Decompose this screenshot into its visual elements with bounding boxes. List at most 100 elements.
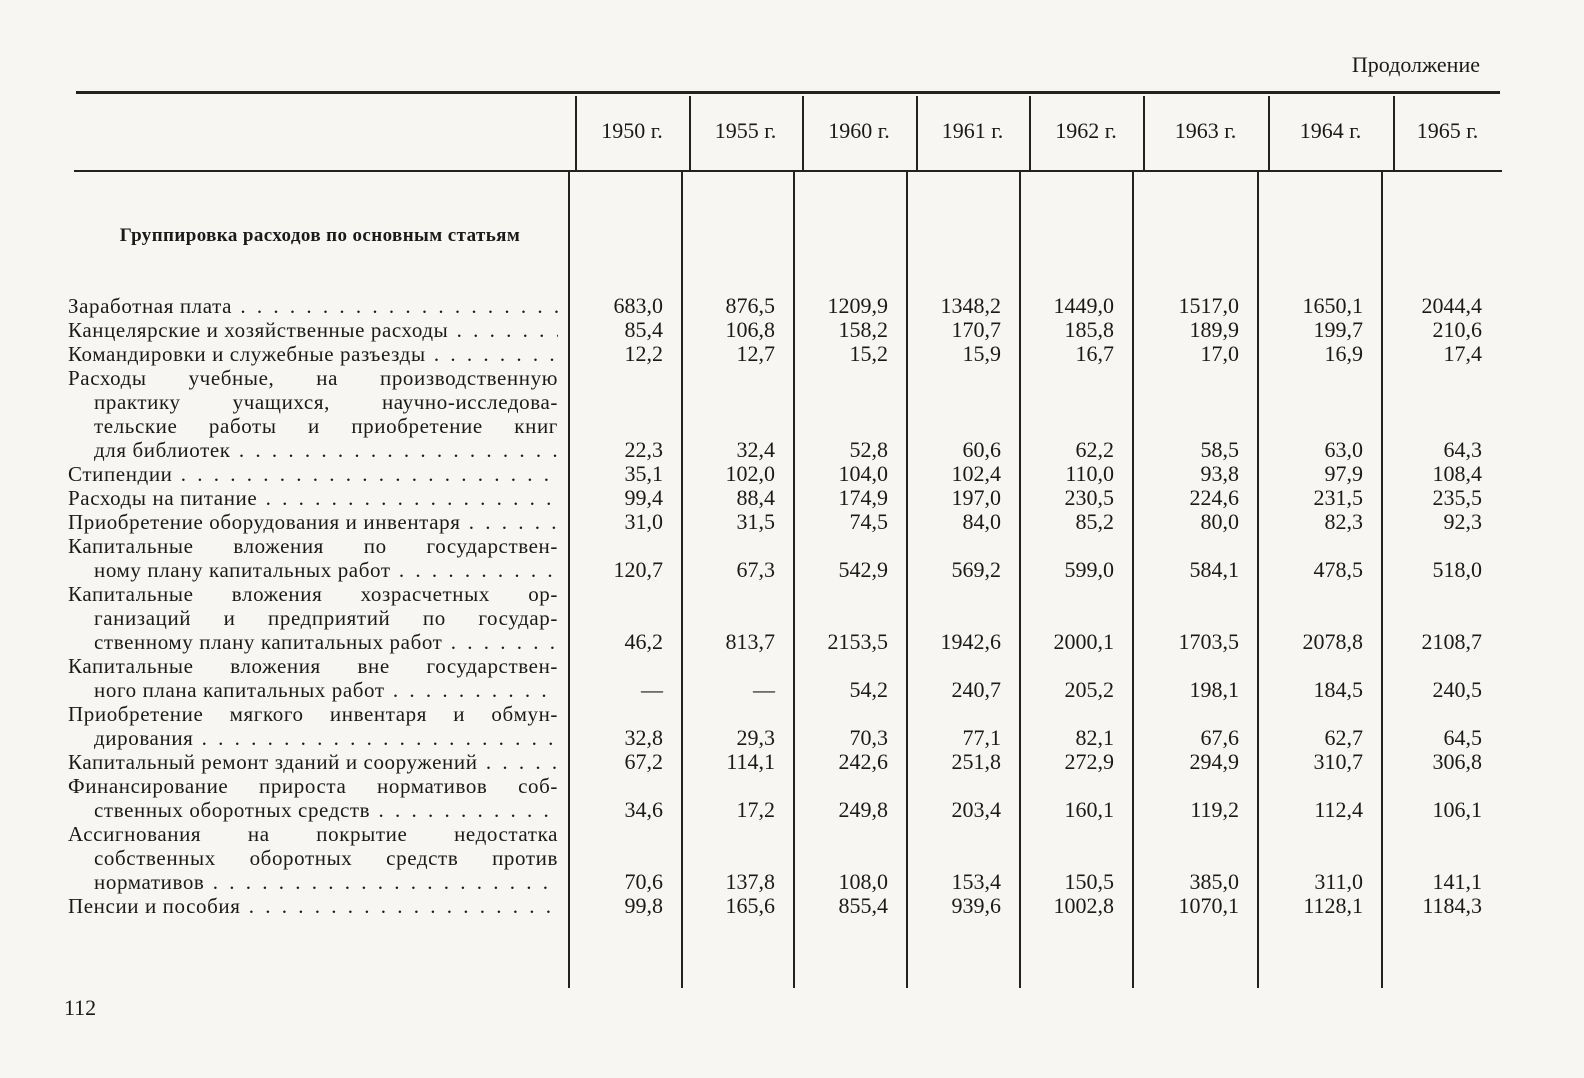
cell-value: 16,7 <box>1075 341 1115 366</box>
cell-value: 198,1 <box>1189 677 1240 702</box>
cell-value: 17,2 <box>736 797 776 822</box>
cell-value: 64,5 <box>1443 725 1483 750</box>
cell-value: 1703,5 <box>1178 629 1240 654</box>
cell-value: 599,0 <box>1064 557 1115 582</box>
cell-value: 141,1 <box>1432 869 1483 894</box>
cell-value: 249,8 <box>838 797 889 822</box>
cell-value: 15,2 <box>849 341 889 366</box>
row-label-line: Капитальные вложения вне государствен- <box>68 654 558 678</box>
row-label-line: Капитальный ремонт зданий и сооружений <box>68 750 558 774</box>
cell-value: 2108,7 <box>1421 629 1483 654</box>
cell-value: 99,4 <box>624 485 664 510</box>
cell-value: 518,0 <box>1432 557 1483 582</box>
row-label: Капитальные вложения вне государствен-но… <box>68 654 558 702</box>
cell-value: 15,9 <box>962 341 1002 366</box>
cell-value: 108,0 <box>838 869 889 894</box>
cell-value: 62,2 <box>1075 437 1115 462</box>
cell-value: 52,8 <box>849 437 889 462</box>
column-divider <box>802 96 804 170</box>
cell-value: 584,1 <box>1189 557 1240 582</box>
row-label: Финансирование прироста нормативов соб-с… <box>68 774 558 822</box>
column-header: 1960 г. <box>828 118 890 143</box>
row-label-line: практику учащихся, научно-исследова- <box>94 390 558 414</box>
row-label: Канцелярские и хозяйственные расходы <box>68 318 558 342</box>
cell-value: 77,1 <box>962 725 1002 750</box>
cell-value: 184,5 <box>1313 677 1364 702</box>
continuation-label: Продолжение <box>1351 52 1480 77</box>
cell-value: 569,2 <box>951 557 1002 582</box>
row-label: Капитальный ремонт зданий и сооружений <box>68 750 558 774</box>
cell-value: — <box>641 677 663 702</box>
cell-value: 174,9 <box>838 485 889 510</box>
cell-value: 185,8 <box>1064 317 1115 342</box>
row-label-line: Командировки и служебные разъезды <box>68 342 558 366</box>
cell-value: 197,0 <box>951 485 1002 510</box>
cell-value: 160,1 <box>1064 797 1115 822</box>
row-label-line: ственному плану капитальных работ <box>68 630 558 654</box>
section-title: Группировка расходов по основным статьям <box>119 225 521 246</box>
row-label-line: Расходы на питание <box>68 486 558 510</box>
cell-value: 939,6 <box>951 893 1002 918</box>
row-label-line: ственных оборотных средств <box>68 798 558 822</box>
row-label: Капитальные вложения по государствен-ном… <box>68 534 558 582</box>
row-label-line: для библиотек <box>68 438 558 462</box>
cell-value: 67,6 <box>1200 725 1240 750</box>
cell-value: 32,8 <box>624 725 664 750</box>
cell-value: 85,4 <box>624 317 664 342</box>
cell-value: 1942,6 <box>940 629 1002 654</box>
row-label-line: Заработная плата <box>68 294 558 318</box>
cell-value: 231,5 <box>1313 485 1364 510</box>
column-divider <box>568 172 570 988</box>
cell-value: 272,9 <box>1064 749 1115 774</box>
cell-value: 31,0 <box>624 509 664 534</box>
cell-value: 478,5 <box>1313 557 1364 582</box>
cell-value: 119,2 <box>1190 797 1239 822</box>
column-divider <box>1019 172 1021 988</box>
column-divider <box>1143 96 1145 170</box>
cell-value: 240,5 <box>1432 677 1483 702</box>
cell-value: 35,1 <box>624 461 664 486</box>
row-label-line: Капитальные вложения по государствен- <box>68 534 558 558</box>
cell-value: 230,5 <box>1064 485 1115 510</box>
row-label: Приобретение оборудования и инвентаря <box>68 510 558 534</box>
cell-value: 203,4 <box>951 797 1002 822</box>
cell-value: 1348,2 <box>940 293 1002 318</box>
column-divider <box>1257 172 1259 988</box>
table-top-rule <box>76 91 1500 94</box>
cell-value: 63,0 <box>1324 437 1364 462</box>
cell-value: 1128,1 <box>1303 893 1363 918</box>
column-divider <box>1393 96 1395 170</box>
cell-value: 242,6 <box>838 749 889 774</box>
column-header: 1950 г. <box>601 118 663 143</box>
cell-value: 92,3 <box>1443 509 1483 534</box>
row-label: Расходы на питание <box>68 486 558 510</box>
column-header: 1962 г. <box>1055 118 1117 143</box>
cell-value: 114,1 <box>726 749 775 774</box>
column-divider <box>1029 96 1031 170</box>
cell-value: 170,7 <box>951 317 1002 342</box>
cell-value: 32,4 <box>736 437 776 462</box>
cell-value: 70,3 <box>849 725 889 750</box>
cell-value: 58,5 <box>1200 437 1240 462</box>
cell-value: 29,3 <box>736 725 776 750</box>
cell-value: 67,2 <box>624 749 664 774</box>
cell-value: 112,4 <box>1314 797 1363 822</box>
column-divider <box>793 172 795 988</box>
cell-value: 106,8 <box>725 317 776 342</box>
cell-value: 224,6 <box>1189 485 1240 510</box>
cell-value: 2153,5 <box>827 629 889 654</box>
cell-value: 876,5 <box>725 293 776 318</box>
column-divider <box>916 96 918 170</box>
cell-value: 813,7 <box>725 629 776 654</box>
cell-value: 102,0 <box>725 461 776 486</box>
cell-value: 153,4 <box>951 869 1002 894</box>
row-label-line: собственных оборотных средств против <box>94 846 558 870</box>
row-label-line: дирования <box>68 726 558 750</box>
cell-value: — <box>753 677 775 702</box>
cell-value: 1650,1 <box>1302 293 1364 318</box>
row-label: Расходы учебные, на производственную прак… <box>68 366 558 462</box>
cell-value: 22,3 <box>624 437 664 462</box>
cell-value: 385,0 <box>1189 869 1240 894</box>
row-label-line: Ассигнования на покрытие недостатка <box>68 822 558 846</box>
cell-value: 84,0 <box>962 509 1002 534</box>
